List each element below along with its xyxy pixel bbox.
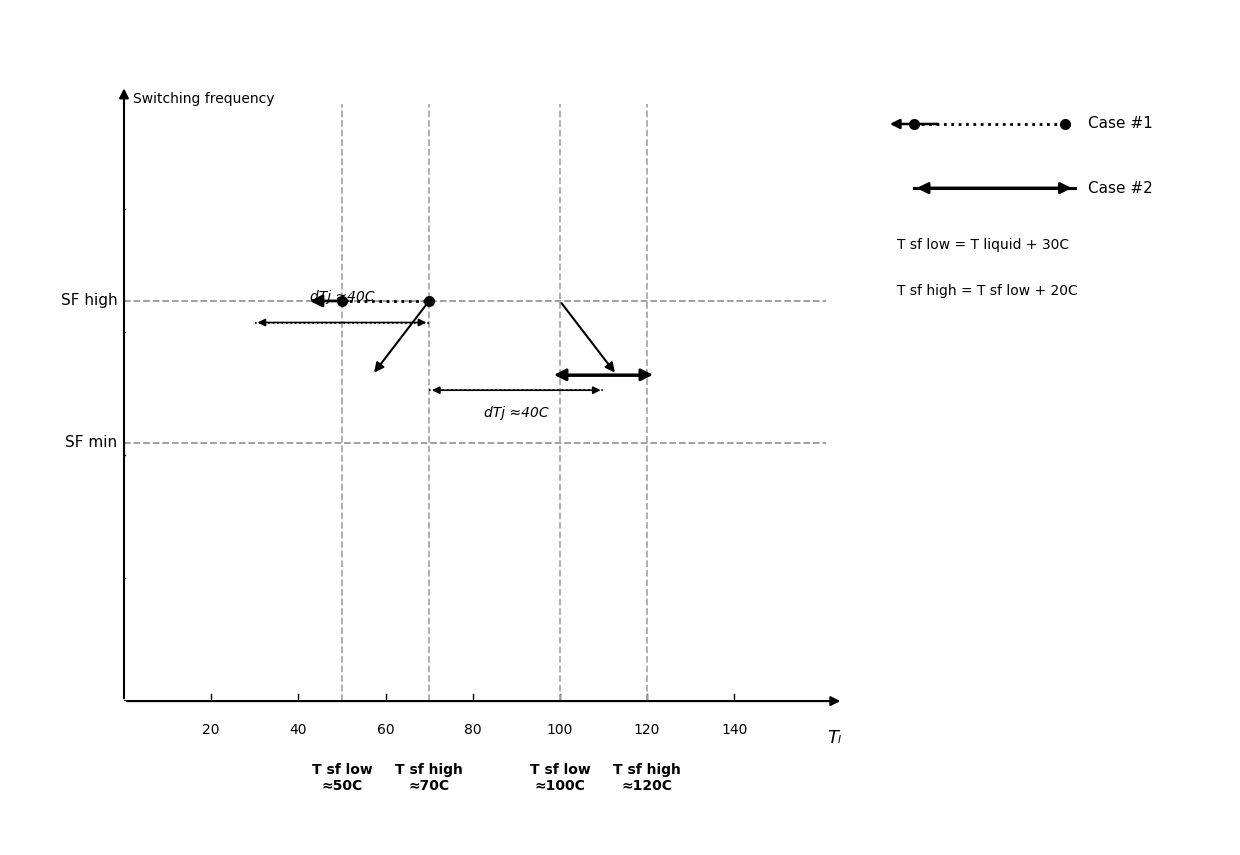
Text: 60: 60 [377,722,394,737]
Text: 20: 20 [202,722,219,737]
Text: SF high: SF high [61,293,118,309]
Text: T sf low = T liquid + 30C: T sf low = T liquid + 30C [898,238,1069,251]
Text: T sf high
≈70C: T sf high ≈70C [396,763,463,793]
Text: Case #1: Case #1 [1087,116,1153,132]
Text: T sf high
≈120C: T sf high ≈120C [613,763,681,793]
Text: 80: 80 [464,722,481,737]
Text: Switching frequency: Switching frequency [133,91,274,106]
Text: SF min: SF min [66,435,118,450]
Text: T sf low
≈100C: T sf low ≈100C [529,763,590,793]
Text: Case #2: Case #2 [1087,180,1153,196]
Text: dTj ≈40C: dTj ≈40C [310,290,374,304]
Text: T sf low
≈50C: T sf low ≈50C [311,763,372,793]
Text: 140: 140 [720,722,748,737]
Text: 40: 40 [290,722,308,737]
Text: T sf high = T sf low + 20C: T sf high = T sf low + 20C [898,284,1078,298]
Text: dTj ≈40C: dTj ≈40C [484,405,548,420]
Text: 120: 120 [634,722,660,737]
Text: Tₗ: Tₗ [827,728,841,746]
Text: 100: 100 [547,722,573,737]
